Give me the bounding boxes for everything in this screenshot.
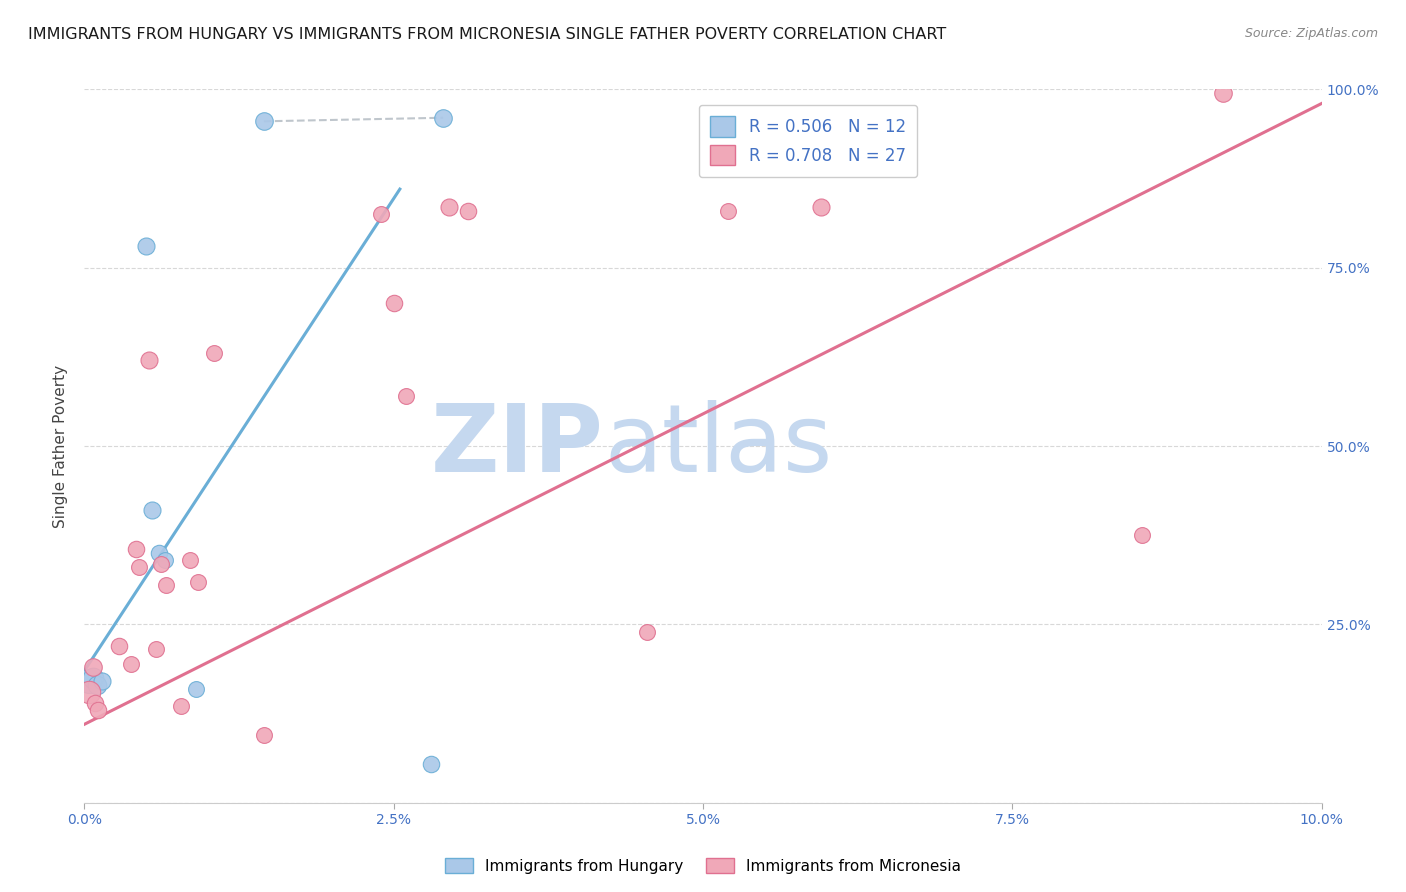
Point xyxy=(636,624,658,639)
Point xyxy=(810,200,832,214)
Point xyxy=(395,389,418,403)
Point xyxy=(87,703,110,717)
Y-axis label: Single Father Poverty: Single Father Poverty xyxy=(53,365,69,527)
Point xyxy=(79,685,101,699)
Point xyxy=(419,756,441,771)
Point xyxy=(82,671,104,685)
Point xyxy=(120,657,142,671)
Point xyxy=(184,681,207,696)
Point xyxy=(128,560,150,574)
Point xyxy=(84,696,107,710)
Point xyxy=(153,553,176,567)
Text: atlas: atlas xyxy=(605,400,832,492)
Point xyxy=(108,639,131,653)
Point xyxy=(148,546,170,560)
Point xyxy=(82,660,104,674)
Text: ZIP: ZIP xyxy=(432,400,605,492)
Point xyxy=(170,699,193,714)
Text: Source: ZipAtlas.com: Source: ZipAtlas.com xyxy=(1244,27,1378,40)
Point xyxy=(125,542,148,557)
Text: IMMIGRANTS FROM HUNGARY VS IMMIGRANTS FROM MICRONESIA SINGLE FATHER POVERTY CORR: IMMIGRANTS FROM HUNGARY VS IMMIGRANTS FR… xyxy=(28,27,946,42)
Point xyxy=(370,207,392,221)
Point xyxy=(179,553,201,567)
Legend: Immigrants from Hungary, Immigrants from Micronesia: Immigrants from Hungary, Immigrants from… xyxy=(439,852,967,880)
Point xyxy=(86,678,108,692)
Point xyxy=(382,296,405,310)
Point xyxy=(439,200,461,214)
Point xyxy=(141,503,163,517)
Point xyxy=(253,728,276,742)
Point xyxy=(432,111,454,125)
Point xyxy=(138,353,160,368)
Point xyxy=(457,203,479,218)
Point xyxy=(253,114,276,128)
Point xyxy=(90,674,112,689)
Point xyxy=(145,642,167,657)
Point xyxy=(1212,86,1234,100)
Point xyxy=(79,674,101,689)
Legend: R = 0.506   N = 12, R = 0.708   N = 27: R = 0.506 N = 12, R = 0.708 N = 27 xyxy=(699,104,917,177)
Point xyxy=(187,574,209,589)
Point xyxy=(155,578,177,592)
Point xyxy=(202,346,225,360)
Point xyxy=(150,557,173,571)
Point xyxy=(1130,528,1153,542)
Point xyxy=(135,239,157,253)
Point xyxy=(717,203,740,218)
